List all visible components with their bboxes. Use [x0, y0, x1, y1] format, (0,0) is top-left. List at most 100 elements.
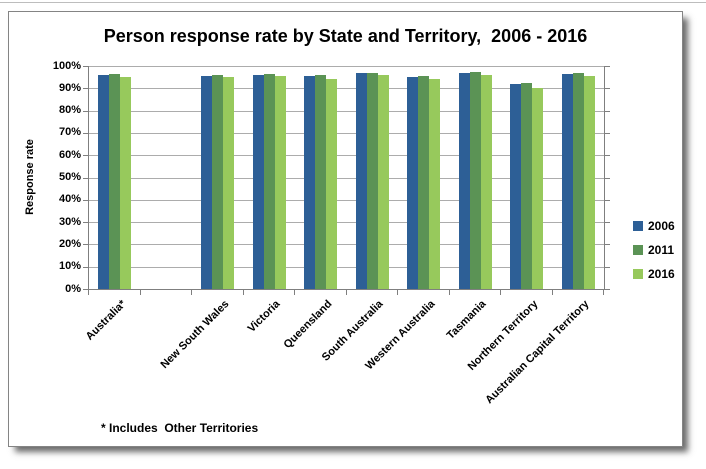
y-tick-mark-left [83, 222, 88, 224]
x-tick-mark [191, 290, 192, 295]
x-tick-mark [294, 290, 295, 295]
y-tick-mark-right [605, 66, 610, 67]
y-tick-mark-left [83, 88, 88, 90]
bar-2011-south-australia [366, 72, 378, 289]
bar-2011-western-australia [418, 75, 430, 289]
legend-swatch-2011 [633, 245, 643, 255]
bar-2011-tasmania [469, 72, 481, 289]
legend-label-2016: 2016 [648, 267, 675, 281]
y-tick-mark-left [83, 266, 88, 268]
y-tick-mark-right [605, 110, 610, 112]
y-tick-mark-right [605, 266, 610, 268]
y-tick-mark-left [83, 66, 88, 67]
bar-2006-tasmania [458, 72, 470, 289]
bar-2006-northern-territory [510, 83, 522, 289]
x-category-label-south-australia: South Australia [320, 298, 386, 364]
x-category-label-queensland: Queensland [281, 298, 335, 352]
y-tick-mark-right [605, 289, 610, 290]
y-tick-mark-right [605, 222, 610, 224]
bar-2006-australia [98, 75, 110, 289]
y-tick-mark-left [83, 244, 88, 246]
y-tick-mark-right [605, 177, 610, 179]
footnote: * Includes Other Territories [101, 421, 259, 435]
bar-2016-victoria [274, 76, 286, 289]
x-category-label-western-australia: Western Australia [363, 298, 438, 373]
x-tick-mark [500, 290, 501, 295]
y-tick-mark-left [83, 132, 88, 134]
y-tick-label-0: 0% [65, 282, 81, 295]
chart-title: Person response rate by State and Territ… [103, 26, 588, 46]
gridline [89, 222, 604, 224]
y-tick-label-20: 20% [58, 237, 81, 250]
y-tick-mark-left [83, 289, 88, 290]
gridline [89, 66, 604, 67]
x-category-label-victoria: Victoria [245, 298, 283, 335]
y-tick-label-70: 70% [58, 126, 81, 139]
y-tick-label-100: 100% [52, 59, 81, 72]
legend-swatch-2006 [633, 221, 643, 231]
y-axis-title: Response rate [24, 139, 36, 215]
x-tick-mark [603, 290, 604, 295]
x-category-label-northern-territory: Northern Territory [465, 298, 541, 373]
y-tick-mark-right [605, 88, 610, 90]
y-tick-label-50: 50% [58, 171, 81, 183]
x-tick-mark [88, 290, 89, 295]
x-tick-mark [448, 290, 450, 295]
x-category-label-new-south-wales: New South Wales [158, 298, 232, 372]
bar-2006-south-australia [355, 73, 367, 289]
gridline [89, 266, 604, 268]
gridline [89, 110, 604, 112]
chart-frame: Person response rate by State and Territ… [8, 11, 683, 447]
y-tick-label-90: 90% [58, 81, 81, 94]
y-tick-label-10: 10% [58, 260, 81, 273]
bar-2011-new-south-wales [212, 74, 224, 289]
y-tick-mark-left [83, 110, 88, 112]
bar-2006-new-south-wales [201, 76, 213, 289]
bar-2011-queensland [315, 74, 327, 289]
gridline [89, 244, 604, 246]
bar-2016-northern-territory [532, 88, 544, 289]
x-tick-mark [397, 290, 398, 295]
bar-2011-victoria [263, 73, 275, 289]
gridline [89, 199, 604, 201]
bar-2011-australia [109, 74, 121, 289]
x-tick-mark [242, 290, 244, 295]
y-tick-label-60: 60% [58, 148, 81, 161]
x-category-label-australian-capital-territory: Australian Capital Territory [483, 298, 592, 407]
y-tick-mark-right [605, 155, 610, 157]
legend-label-2011: 2011 [648, 243, 675, 257]
y-axis-line-right [604, 66, 605, 290]
y-tick-mark-right [605, 244, 610, 246]
bar-2006-victoria [252, 74, 264, 289]
legend-label-2006: 2006 [648, 219, 675, 233]
y-tick-label-80: 80% [58, 104, 81, 117]
y-tick-mark-left [83, 177, 88, 179]
bar-2016-new-south-wales [223, 77, 235, 289]
outer-top-border [0, 2, 706, 3]
y-tick-mark-left [83, 199, 88, 201]
bar-2006-western-australia [407, 76, 419, 289]
bar-2006-queensland [304, 75, 316, 289]
x-tick-mark [345, 290, 347, 295]
gridline [89, 155, 604, 157]
x-axis-line [88, 289, 605, 290]
bar-2011-australian-capital-territory [572, 72, 584, 289]
bar-2006-australian-capital-territory [561, 74, 573, 289]
gridline [89, 88, 604, 90]
legend-item-2006: 2006 [633, 219, 675, 233]
gridline [89, 132, 604, 134]
bar-2016-tasmania [480, 75, 492, 289]
y-tick-label-30: 30% [58, 215, 81, 228]
x-category-label-tasmania: Tasmania [444, 298, 489, 342]
x-tick-mark [139, 290, 141, 295]
plot-area [89, 66, 604, 289]
legend-item-2011: 2011 [633, 243, 674, 257]
y-tick-mark-left [83, 155, 88, 157]
gridline [89, 177, 604, 179]
bar-2016-south-australia [377, 74, 389, 289]
bar-2016-queensland [326, 78, 338, 289]
y-tick-mark-right [605, 199, 610, 201]
y-tick-mark-right [605, 132, 610, 134]
x-category-label-australia: Australia* [83, 298, 129, 343]
